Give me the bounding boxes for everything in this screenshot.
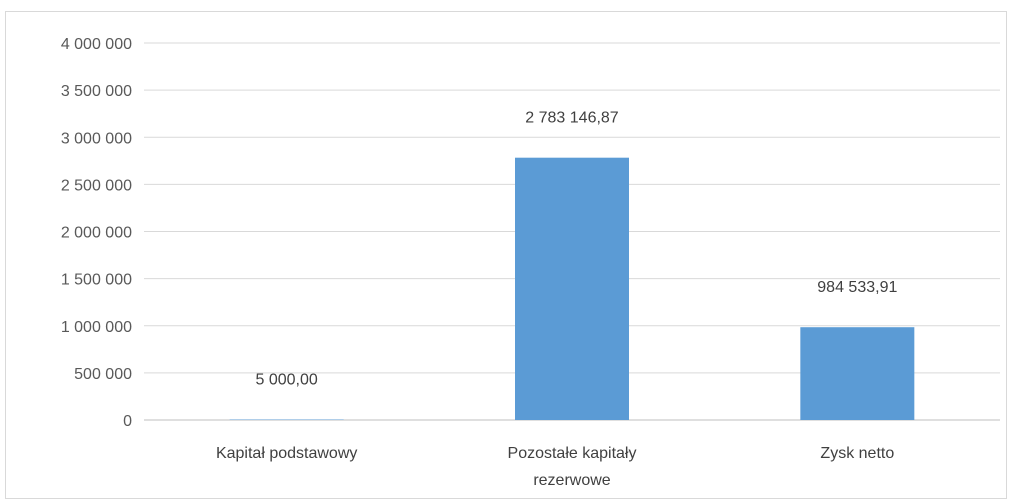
data-label: 984 533,91 [817,279,897,296]
y-tick-label: 0 [123,413,132,430]
bar-3 [800,327,915,420]
x-category-label: Pozostałe kapitały [508,445,637,462]
y-tick-label: 2 000 000 [61,225,132,242]
x-category-label: rezerwowe [533,472,610,489]
y-tick-label: 2 500 000 [61,177,132,194]
y-tick-label: 500 000 [74,366,132,383]
y-tick-label: 1 000 000 [61,319,132,336]
data-label: 2 783 146,87 [525,110,619,127]
y-tick-label: 1 500 000 [61,272,132,289]
x-category-label: Kapitał podstawowy [216,445,357,462]
y-tick-label: 3 500 000 [61,83,132,100]
x-category-label: Zysk netto [820,445,894,462]
y-tick-label: 4 000 000 [61,36,132,53]
y-tick-label: 3 000 000 [61,130,132,147]
data-label: 5 000,00 [256,372,318,389]
bar-2 [515,157,629,420]
